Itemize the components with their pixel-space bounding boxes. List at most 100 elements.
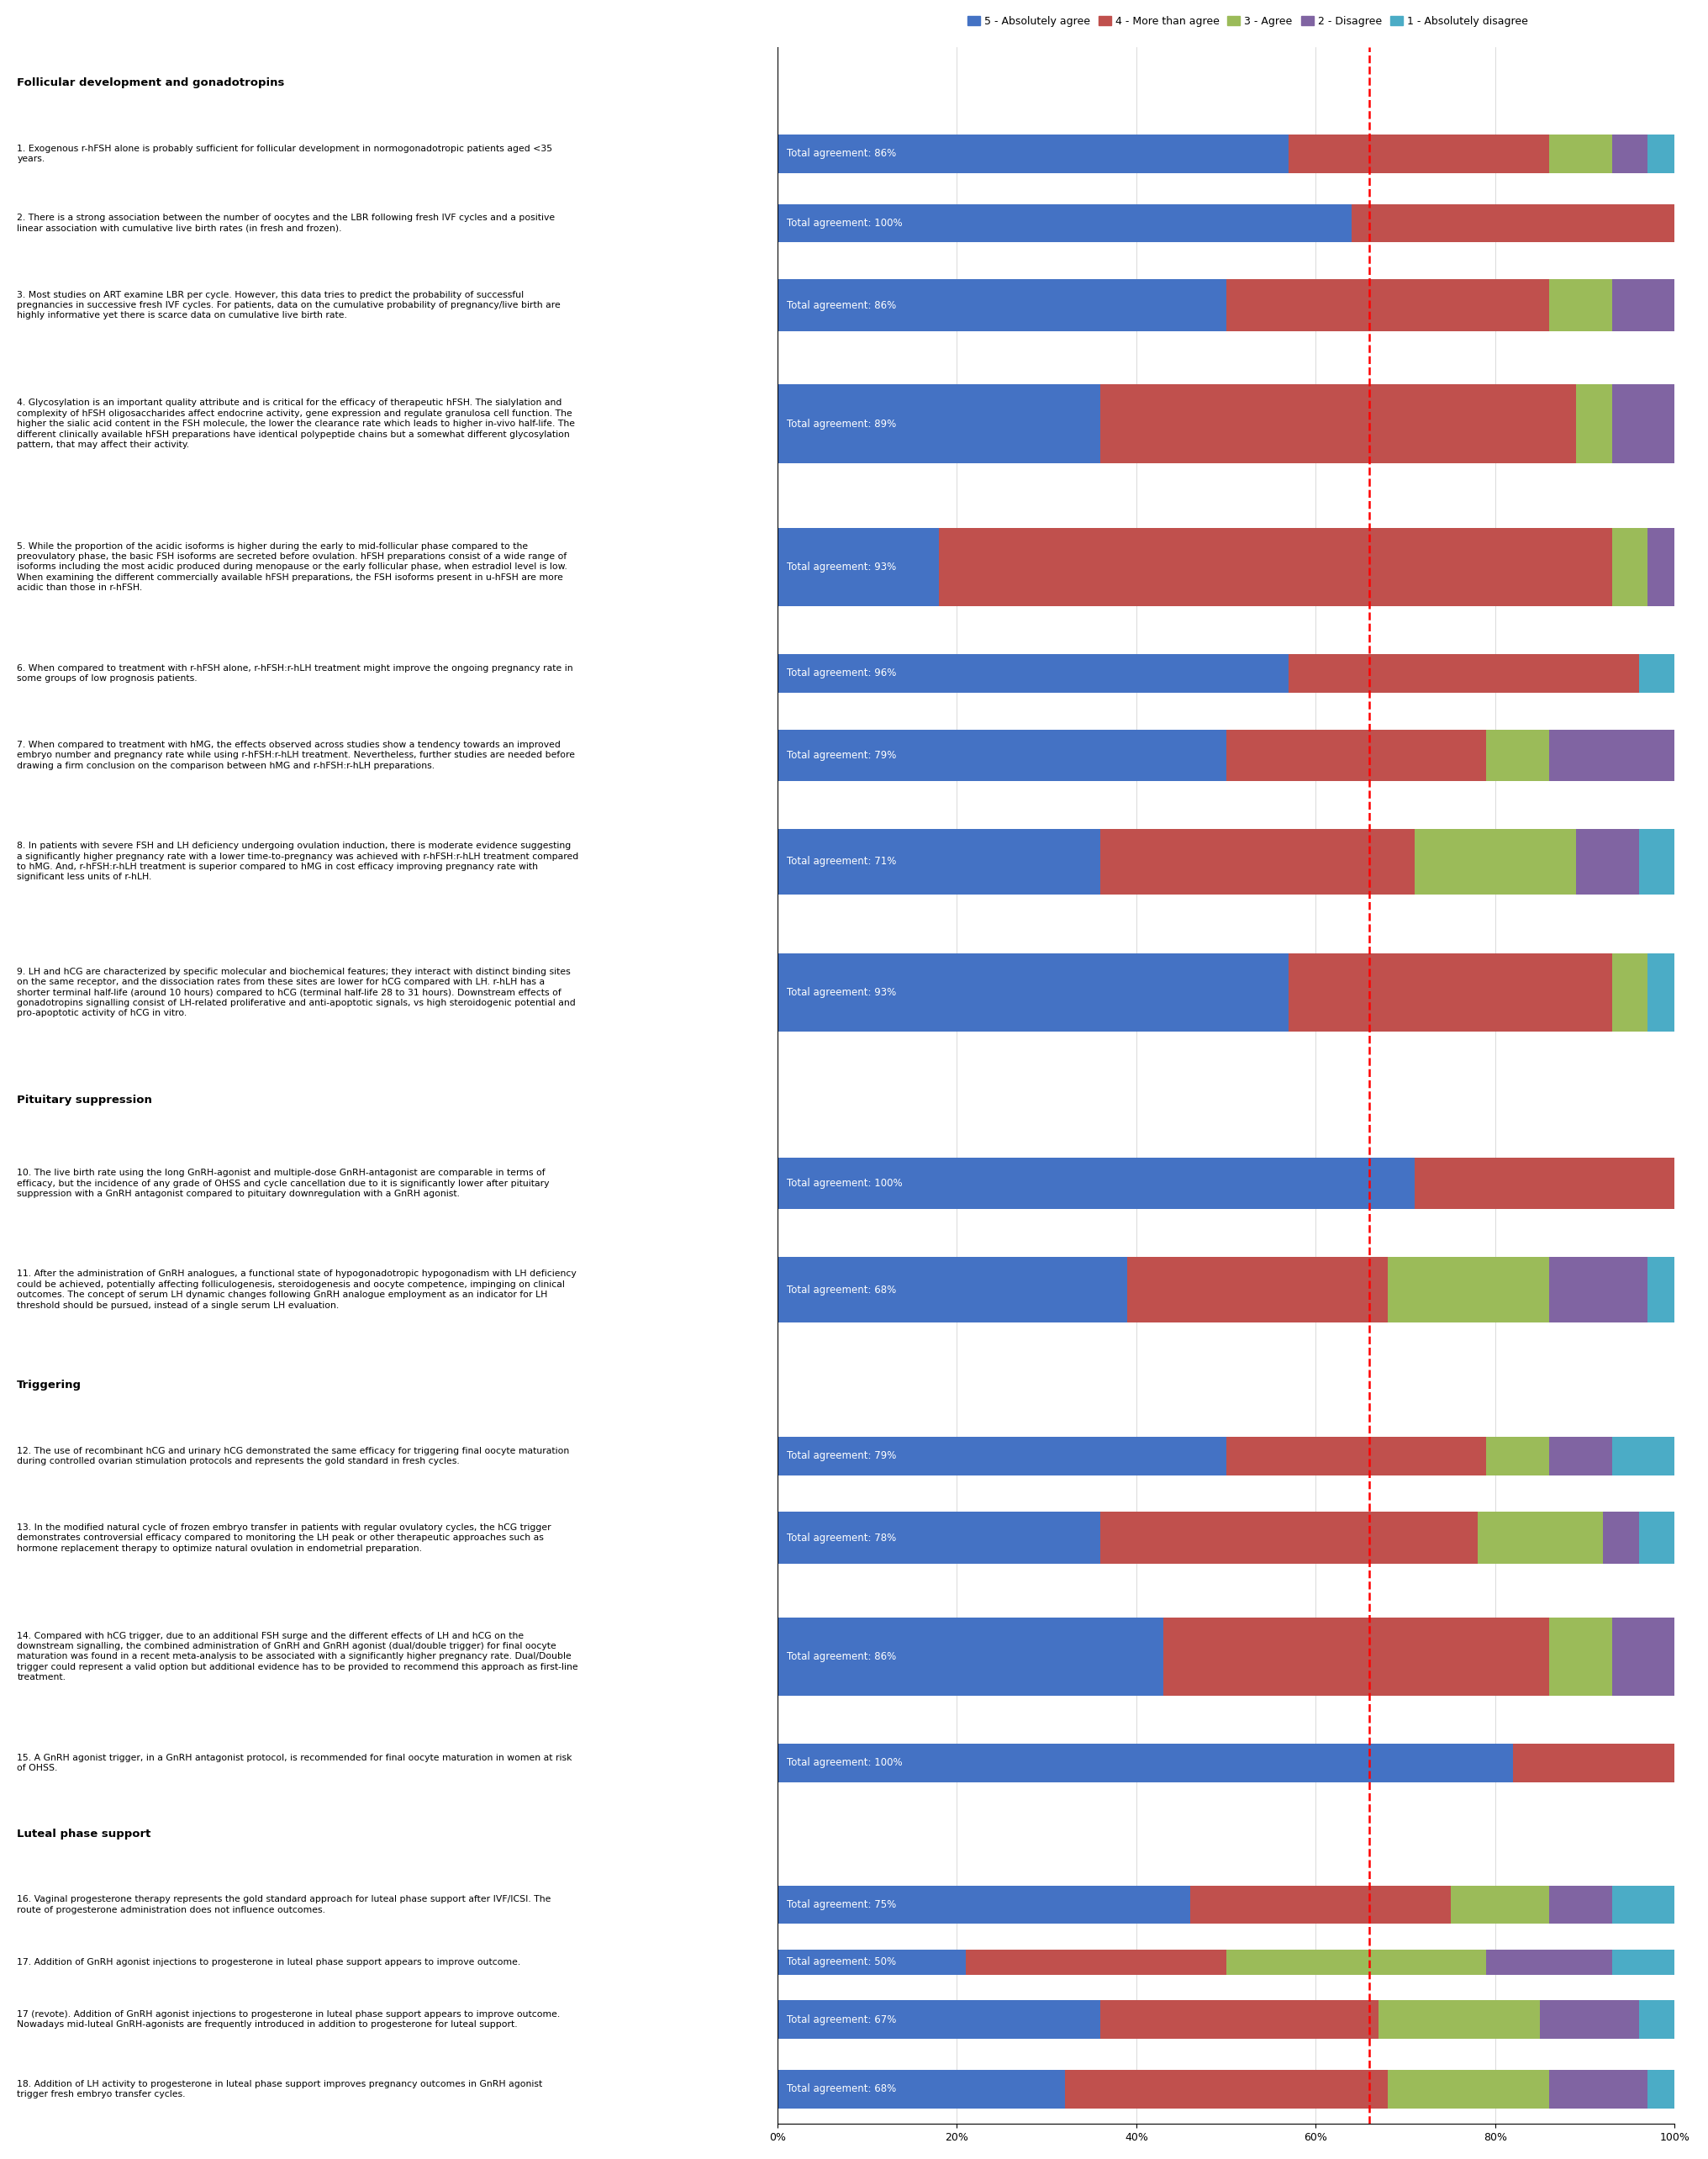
Bar	[1127, 1257, 1387, 1321]
Bar	[777, 2070, 1064, 2109]
Text: 18. Addition of LH activity to progesterone in luteal phase support improves pre: 18. Addition of LH activity to progester…	[17, 2079, 543, 2099]
Bar	[1547, 730, 1674, 782]
Text: Total agreement: 100%: Total agreement: 100%	[786, 1179, 902, 1190]
Bar	[777, 527, 939, 607]
Bar	[1226, 730, 1486, 782]
Bar	[1611, 952, 1647, 1032]
Bar	[1288, 134, 1547, 173]
Bar	[1189, 1885, 1450, 1924]
Bar	[1647, 134, 1674, 173]
Bar	[1486, 730, 1547, 782]
Text: Total agreement: 93%: Total agreement: 93%	[786, 561, 895, 572]
Bar	[1288, 952, 1611, 1032]
Bar	[939, 527, 1611, 607]
Bar	[1547, 1617, 1611, 1697]
Text: Total agreement: 79%: Total agreement: 79%	[786, 749, 895, 760]
Bar	[1226, 279, 1547, 330]
Text: 6. When compared to treatment with r-hFSH alone, r-hFSH:r-hLH treatment might im: 6. When compared to treatment with r-hFS…	[17, 665, 572, 682]
Bar	[1486, 1950, 1611, 1975]
Text: 17. Addition of GnRH agonist injections to progesterone in luteal phase support : 17. Addition of GnRH agonist injections …	[17, 1958, 521, 1967]
Bar	[1638, 829, 1674, 894]
Bar	[1611, 384, 1674, 464]
Bar	[777, 205, 1351, 242]
Text: Total agreement: 67%: Total agreement: 67%	[786, 2014, 895, 2025]
Bar	[1547, 2070, 1647, 2109]
Bar	[1647, 527, 1674, 607]
Bar	[1100, 2001, 1378, 2038]
Bar	[1647, 952, 1674, 1032]
Bar	[1513, 1744, 1674, 1781]
Bar	[1575, 829, 1638, 894]
Text: 16. Vaginal progesterone therapy represents the gold standard approach for lutea: 16. Vaginal progesterone therapy represe…	[17, 1896, 552, 1915]
Text: Total agreement: 86%: Total agreement: 86%	[786, 1652, 895, 1662]
Bar	[1414, 1157, 1674, 1209]
Bar	[1638, 654, 1674, 693]
Text: Total agreement: 50%: Total agreement: 50%	[786, 1956, 895, 1967]
Bar	[1647, 1257, 1674, 1321]
Bar	[1547, 279, 1611, 330]
Bar	[1100, 829, 1414, 894]
Bar	[1638, 2001, 1674, 2038]
Bar	[1638, 1511, 1674, 1563]
Bar	[1611, 1438, 1674, 1475]
Bar	[1387, 2070, 1549, 2109]
Bar	[1539, 2001, 1638, 2038]
Bar	[1611, 1885, 1674, 1924]
Text: 4. Glycosylation is an important quality attribute and is critical for the effic: 4. Glycosylation is an important quality…	[17, 399, 576, 449]
Bar	[777, 952, 1288, 1032]
Bar	[777, 1157, 1414, 1209]
Bar	[777, 1744, 1513, 1781]
Text: Luteal phase support: Luteal phase support	[17, 1829, 150, 1839]
Bar	[1611, 279, 1674, 330]
Text: Total agreement: 100%: Total agreement: 100%	[786, 1757, 902, 1768]
Text: 15. A GnRH agonist trigger, in a GnRH antagonist protocol, is recommended for fi: 15. A GnRH agonist trigger, in a GnRH an…	[17, 1753, 572, 1773]
Bar	[1486, 1438, 1547, 1475]
Bar	[1611, 527, 1647, 607]
Text: Total agreement: 96%: Total agreement: 96%	[786, 667, 895, 678]
Bar	[1387, 1257, 1549, 1321]
Bar	[777, 730, 1226, 782]
Bar	[1351, 205, 1674, 242]
Text: 5. While the proportion of the acidic isoforms is higher during the early to mid: 5. While the proportion of the acidic is…	[17, 542, 567, 592]
Bar	[1064, 2070, 1387, 2109]
Bar	[777, 829, 1100, 894]
Text: 10. The live birth rate using the long GnRH-agonist and multiple-dose GnRH-antag: 10. The live birth rate using the long G…	[17, 1168, 550, 1198]
Text: 7. When compared to treatment with hMG, the effects observed across studies show: 7. When compared to treatment with hMG, …	[17, 741, 576, 771]
Text: Total agreement: 79%: Total agreement: 79%	[786, 1451, 895, 1462]
Text: 13. In the modified natural cycle of frozen embryo transfer in patients with reg: 13. In the modified natural cycle of fro…	[17, 1524, 552, 1552]
Text: Triggering: Triggering	[17, 1380, 82, 1390]
Bar	[1611, 1950, 1674, 1975]
Bar	[1288, 654, 1638, 693]
Text: Total agreement: 75%: Total agreement: 75%	[786, 1900, 895, 1911]
Text: Total agreement: 86%: Total agreement: 86%	[786, 300, 895, 311]
Bar	[1647, 2070, 1674, 2109]
Text: 1. Exogenous r-hFSH alone is probably sufficient for follicular development in n: 1. Exogenous r-hFSH alone is probably su…	[17, 145, 552, 164]
Bar	[1547, 1885, 1611, 1924]
Bar	[1100, 1511, 1476, 1563]
Bar	[1226, 1950, 1486, 1975]
Bar	[1476, 1511, 1602, 1563]
Legend: 5 - Absolutely agree, 4 - More than agree, 3 - Agree, 2 - Disagree, 1 - Absolute: 5 - Absolutely agree, 4 - More than agre…	[962, 11, 1532, 30]
Bar	[1602, 1511, 1638, 1563]
Text: 12. The use of recombinant hCG and urinary hCG demonstrated the same efficacy fo: 12. The use of recombinant hCG and urina…	[17, 1447, 569, 1466]
Bar	[777, 2001, 1100, 2038]
Text: 14. Compared with hCG trigger, due to an additional FSH surge and the different : 14. Compared with hCG trigger, due to an…	[17, 1632, 577, 1682]
Bar	[1378, 2001, 1539, 2038]
Bar	[1163, 1617, 1547, 1697]
Bar	[777, 384, 1100, 464]
Text: Pituitary suppression: Pituitary suppression	[17, 1095, 152, 1105]
Bar	[777, 1617, 1163, 1697]
Bar	[1414, 829, 1575, 894]
Bar	[777, 1257, 1127, 1321]
Bar	[777, 1885, 1189, 1924]
Text: Total agreement: 100%: Total agreement: 100%	[786, 218, 902, 229]
Bar	[1611, 1617, 1674, 1697]
Bar	[1575, 384, 1611, 464]
Text: Total agreement: 86%: Total agreement: 86%	[786, 149, 895, 160]
Text: 2. There is a strong association between the number of oocytes and the LBR follo: 2. There is a strong association between…	[17, 214, 555, 233]
Bar	[965, 1950, 1226, 1975]
Text: Total agreement: 68%: Total agreement: 68%	[786, 2083, 895, 2094]
Text: Total agreement: 68%: Total agreement: 68%	[786, 1285, 895, 1295]
Bar	[1611, 134, 1647, 173]
Bar	[1100, 384, 1575, 464]
